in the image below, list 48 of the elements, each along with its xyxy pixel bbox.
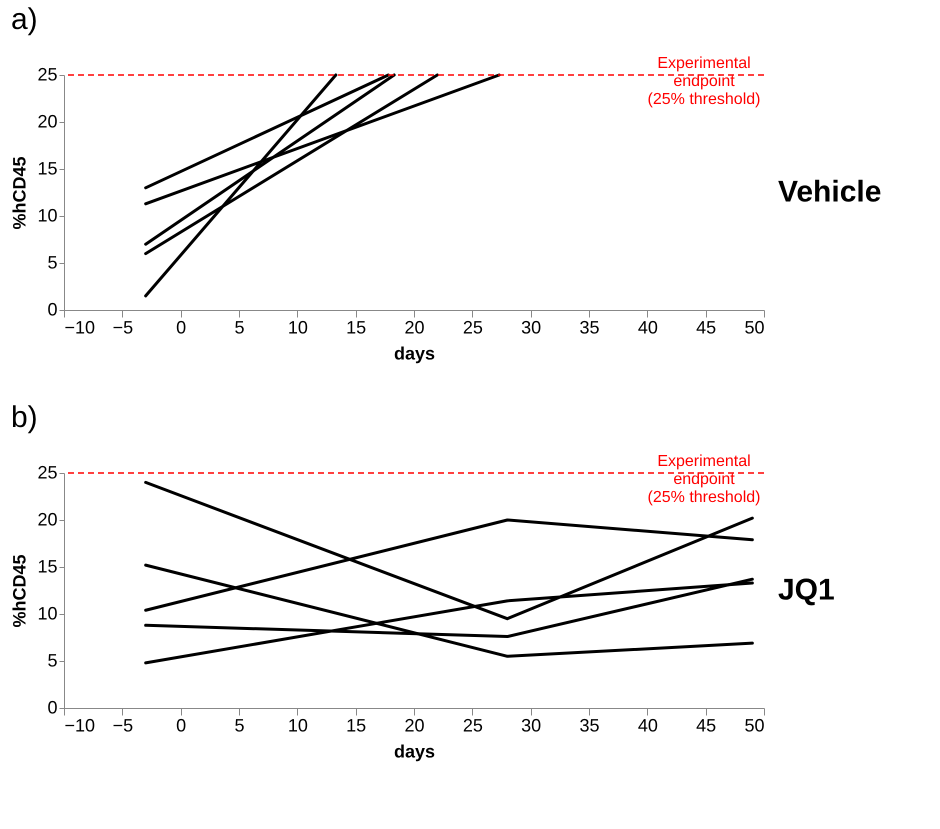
y-tick-label: 20 xyxy=(37,510,58,530)
chart-title: a) xyxy=(10,3,38,36)
x-tick-label: 5 xyxy=(234,318,245,338)
y-tick-label: 10 xyxy=(37,206,58,226)
x-tick-label: 50 xyxy=(744,716,764,736)
y-tick-label: 15 xyxy=(37,158,58,178)
x-tick-label: −5 xyxy=(112,716,134,736)
ref-line-label: Experimental endpoint (25% threshold) xyxy=(648,55,760,108)
x-tick-label: 0 xyxy=(176,716,186,736)
y-tick-label: 25 xyxy=(37,462,58,482)
x-tick-label: 15 xyxy=(346,318,366,338)
y-tick-label: 15 xyxy=(37,556,58,576)
x-tick-label: 45 xyxy=(696,716,716,736)
x-tick-label: 30 xyxy=(521,716,542,736)
x-tick-label: −5 xyxy=(112,318,134,338)
y-tick-label: 25 xyxy=(37,64,58,84)
x-tick-label: 10 xyxy=(288,318,308,338)
x-tick-label: 20 xyxy=(404,318,425,338)
text: JQ1 xyxy=(778,574,835,606)
x-tick-label: 35 xyxy=(579,716,600,736)
chart-title: b) xyxy=(10,401,38,434)
x-tick-label: −10 xyxy=(64,318,96,338)
y-tick-label: 5 xyxy=(47,650,58,670)
y-tick-label: 10 xyxy=(37,604,58,624)
y-tick-label: 0 xyxy=(47,698,58,718)
x-tick-label: 15 xyxy=(346,716,366,736)
x-tick-label: 45 xyxy=(696,318,716,338)
x-axis-title: days xyxy=(394,344,436,364)
x-axis-title: days xyxy=(394,742,436,762)
x-tick-label: 35 xyxy=(579,318,600,338)
x-tick-label: 0 xyxy=(176,318,186,338)
x-tick-label: 40 xyxy=(638,716,658,736)
x-tick-label: 40 xyxy=(638,318,658,338)
x-tick-label: −10 xyxy=(64,716,96,736)
y-tick-label: 5 xyxy=(47,252,58,272)
y-tick-label: 20 xyxy=(37,112,58,132)
y-tick-label: 0 xyxy=(47,300,58,320)
text: Vehicle xyxy=(778,176,882,208)
x-tick-label: 5 xyxy=(234,716,245,736)
x-tick-label: 50 xyxy=(744,318,764,338)
x-tick-label: 25 xyxy=(462,716,483,736)
y-axis-title: %hCD45 xyxy=(9,156,30,230)
ref-line-label: Experimental endpoint (25% threshold) xyxy=(648,453,760,506)
x-tick-label: 25 xyxy=(462,318,483,338)
y-axis-title: %hCD45 xyxy=(9,554,30,628)
x-tick-label: 10 xyxy=(288,716,308,736)
x-tick-label: 30 xyxy=(521,318,542,338)
x-tick-label: 20 xyxy=(404,716,425,736)
